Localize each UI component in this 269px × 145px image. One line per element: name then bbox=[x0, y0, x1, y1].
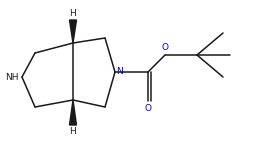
Text: O: O bbox=[161, 43, 168, 52]
Polygon shape bbox=[69, 20, 76, 43]
Text: H: H bbox=[70, 9, 76, 18]
Text: O: O bbox=[144, 104, 151, 113]
Text: N: N bbox=[116, 68, 123, 77]
Polygon shape bbox=[69, 100, 76, 125]
Text: NH: NH bbox=[5, 72, 19, 81]
Text: H: H bbox=[70, 127, 76, 136]
